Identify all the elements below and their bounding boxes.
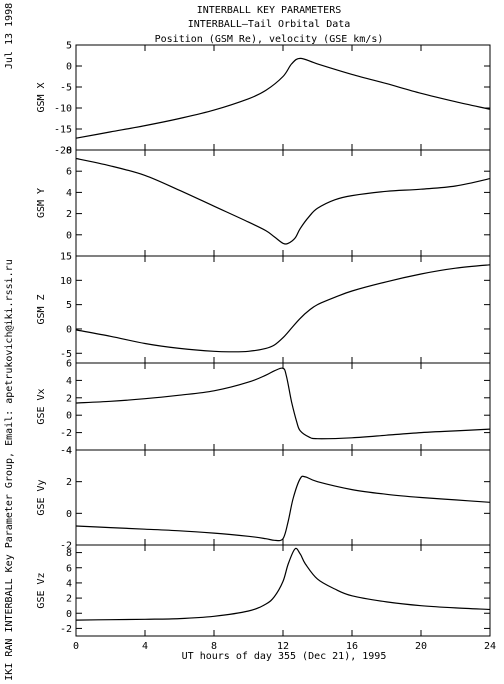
y-tick-label: 0 [66, 411, 72, 422]
y-axis-label: GSE Vx [36, 388, 47, 424]
y-axis-label: GSM Z [36, 294, 47, 324]
y-tick-label: 4 [66, 578, 72, 589]
y-tick-label: 6 [66, 563, 72, 574]
series-line [75, 475, 491, 542]
y-tick-label: 5 [66, 41, 72, 52]
y-tick-label: 6 [66, 359, 72, 370]
series-line [75, 547, 491, 621]
x-tick-label: 4 [142, 641, 148, 652]
y-tick-label: -2 [60, 624, 72, 635]
x-axis-tick-labels: 0 4 8 12 16 20 24 [73, 641, 496, 652]
y-tick-label: 4 [66, 188, 72, 199]
panel-4: 6 4 2 0 -2 -4 GSE Vx [36, 359, 491, 457]
y-axis-label: GSE Vy [36, 479, 47, 515]
y-tick-label: 0 [66, 230, 72, 241]
x-tick-label: 8 [211, 641, 217, 652]
y-axis-label: GSE Vz [36, 572, 47, 608]
panel-5: 4 2 0 -2 GSE Vy [36, 446, 491, 552]
date-label: Jul 13 1998 [4, 3, 15, 69]
y-tick-label: -2 [60, 428, 72, 439]
series-line [75, 264, 491, 353]
series-line [75, 367, 491, 440]
series-line [75, 57, 491, 139]
x-tick-label: 16 [346, 641, 358, 652]
y-axis-label: GSM X [36, 82, 47, 112]
credit-label: IKI RAN INTERBALL Key Parameter Group, E… [4, 259, 15, 680]
y-tick-label: 4 [66, 376, 72, 387]
y-tick-label: 4 [66, 446, 72, 457]
y-tick-label: 8 [66, 548, 72, 559]
y-tick-label: 10 [60, 276, 72, 287]
y-tick-label: 2 [66, 209, 72, 220]
y-tick-label: 0 [66, 62, 72, 73]
y-tick-label: -10 [54, 104, 72, 115]
x-tick-label: 20 [415, 641, 427, 652]
y-axis-label: GSM Y [36, 188, 47, 218]
y-tick-label: -2 [60, 541, 72, 552]
y-tick-label: 0 [66, 609, 72, 620]
title-line-1: INTERBALL KEY PARAMETERS [197, 5, 342, 16]
series-line [75, 157, 491, 245]
panel-6: 8 6 4 2 0 -2 GSE Vz [36, 544, 491, 637]
y-tick-label: -5 [60, 83, 72, 94]
y-tick-label: 2 [66, 477, 72, 488]
y-tick-label: 0 [66, 509, 72, 520]
y-tick-label: -5 [60, 349, 72, 360]
x-axis-label: UT hours of day 355 (Dec 21), 1995 [182, 651, 387, 662]
x-tick-label: 12 [277, 641, 289, 652]
y-tick-label: -15 [54, 125, 72, 136]
y-tick-label: 8 [66, 146, 72, 157]
title-line-2: INTERBALL—Tail Orbital Data [188, 19, 351, 30]
x-tick-label: 24 [484, 641, 496, 652]
y-tick-label: -20 [54, 146, 72, 157]
y-tick-label: 2 [66, 393, 72, 404]
title-line-3: Position (GSM Re), velocity (GSE km/s) [155, 34, 384, 45]
y-tick-label: 2 [66, 594, 72, 605]
x-tick-label: 0 [73, 641, 79, 652]
y-tick-label: 6 [66, 167, 72, 178]
panel-1: 5 0 -5 -10 -15 -20 GSM X [36, 41, 491, 157]
y-tick-label: 0 [66, 324, 72, 335]
y-tick-label: -4 [60, 446, 72, 457]
y-tick-label: 15 [60, 252, 72, 263]
y-tick-label: 5 [66, 300, 72, 311]
